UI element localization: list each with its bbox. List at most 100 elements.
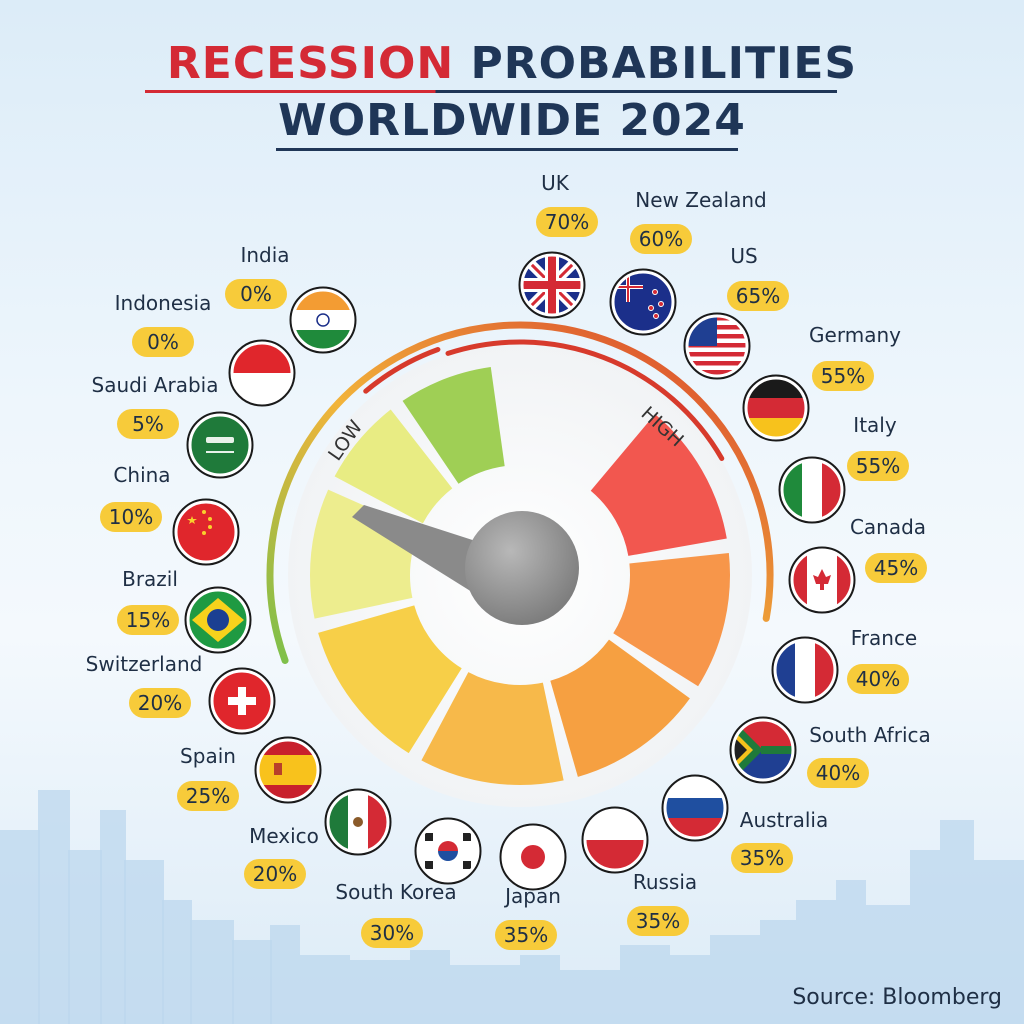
probability-label: 5% [132, 412, 164, 436]
skyline-building [940, 820, 974, 1024]
country-marker: Indonesia 0% [115, 291, 296, 407]
skyline-building [620, 945, 670, 1024]
gauge-top-arc [445, 339, 725, 461]
flag-india-icon [289, 286, 357, 354]
flag-south-korea-icon [414, 817, 482, 885]
probability-label: 40% [856, 667, 900, 691]
skyline-building [910, 850, 940, 1024]
probability-badge [117, 605, 179, 635]
title-rest: PROBABILITIES [470, 38, 858, 89]
country-marker: Saudi Arabia 5% [92, 373, 254, 479]
probability-badge [627, 906, 689, 936]
probability-label: 15% [126, 608, 170, 632]
country-name: India [240, 243, 289, 267]
probability-label: 30% [370, 921, 414, 945]
probability-label: 25% [186, 784, 230, 808]
probability-label: 35% [740, 846, 784, 870]
flag-canada-icon [788, 546, 856, 614]
country-marker: US 65% [683, 244, 789, 380]
country-marker: Switzerland 20% [86, 652, 276, 735]
probability-badge [132, 327, 194, 357]
gauge-segment [550, 639, 690, 777]
country-marker: Canada 45% [788, 515, 927, 614]
skyline-building [190, 920, 234, 1024]
city-skyline [0, 790, 1024, 1024]
probability-label: 10% [109, 505, 153, 529]
flag-france-icon [771, 636, 839, 704]
country-name: Saudi Arabia [92, 373, 219, 397]
skyline-building [560, 970, 620, 1024]
gauge-segment [613, 553, 731, 687]
flag-brazil-icon [184, 586, 252, 654]
flag-saudi-arabia-icon [186, 411, 254, 479]
probability-label: 35% [636, 909, 680, 933]
skyline-building [760, 920, 796, 1024]
probability-badge [847, 664, 909, 694]
country-marker: France 40% [771, 626, 918, 704]
title-underline-2 [276, 148, 738, 151]
country-name: Indonesia [115, 291, 212, 315]
probability-badge [630, 224, 692, 254]
flag-spain-icon [254, 736, 322, 804]
skyline-building [670, 955, 710, 1024]
flag-japan-icon [499, 823, 567, 891]
country-marker: UK 70% [518, 171, 598, 319]
skyline-building [68, 850, 102, 1024]
probability-badge [865, 553, 927, 583]
flag-poland-style-icon [581, 806, 649, 874]
country-name: Canada [850, 515, 926, 539]
flag-us-icon [683, 312, 751, 380]
flag-south-africa-icon [729, 716, 797, 784]
probability-badge [727, 281, 789, 311]
country-markers: India 0% Indonesia 0% Saudi Arabia 5% China 10%… [86, 171, 931, 950]
gauge-segment [421, 672, 564, 785]
probability-label: 35% [504, 923, 548, 947]
probability-badge [807, 758, 869, 788]
title-underline-1 [145, 90, 837, 93]
skyline-building [866, 905, 910, 1024]
probability-badge [731, 843, 793, 873]
skyline-building [710, 935, 760, 1024]
country-name: Australia [740, 808, 828, 832]
probability-badge [100, 502, 162, 532]
probability-label: 55% [856, 454, 900, 478]
country-name: Russia [633, 870, 697, 894]
country-name: Spain [180, 744, 236, 768]
country-name: China [113, 463, 170, 487]
probability-label: 70% [545, 210, 589, 234]
country-name: Mexico [249, 824, 319, 848]
country-name: France [851, 626, 918, 650]
probability-label: 55% [821, 364, 865, 388]
probability-badge [812, 361, 874, 391]
skyline-building [520, 955, 560, 1024]
country-marker: China 10% [100, 463, 240, 566]
gauge-needle [352, 505, 579, 625]
gauge-segment [318, 605, 462, 754]
probability-label: 65% [736, 284, 780, 308]
country-marker: Australia 35% [661, 774, 828, 873]
probability-badge [536, 207, 598, 237]
flag-russia-icon [661, 774, 729, 842]
probability-label: 0% [147, 330, 179, 354]
country-name: Germany [809, 323, 901, 347]
flag-germany-icon [742, 374, 810, 442]
country-name: Japan [503, 884, 561, 908]
skyline-building [100, 810, 126, 1024]
country-name: South Africa [809, 723, 931, 747]
probability-label: 0% [240, 282, 272, 306]
probability-badge [847, 451, 909, 481]
skyline-building [300, 955, 350, 1024]
skyline-building [162, 900, 192, 1024]
country-marker: Germany 55% [742, 323, 901, 442]
skyline-building [350, 960, 410, 1024]
country-marker: India 0% [225, 243, 357, 354]
gauge-segment [334, 409, 453, 524]
skyline-building [124, 860, 164, 1024]
gauge-hub [465, 511, 579, 625]
gauge-segment [402, 367, 505, 484]
skyline-building [38, 790, 70, 1024]
title-line-1: RECESSION PROBABILITIES [0, 38, 1024, 89]
gauge-segments [310, 367, 731, 785]
probability-badge [117, 409, 179, 439]
probability-label: 20% [253, 862, 297, 886]
